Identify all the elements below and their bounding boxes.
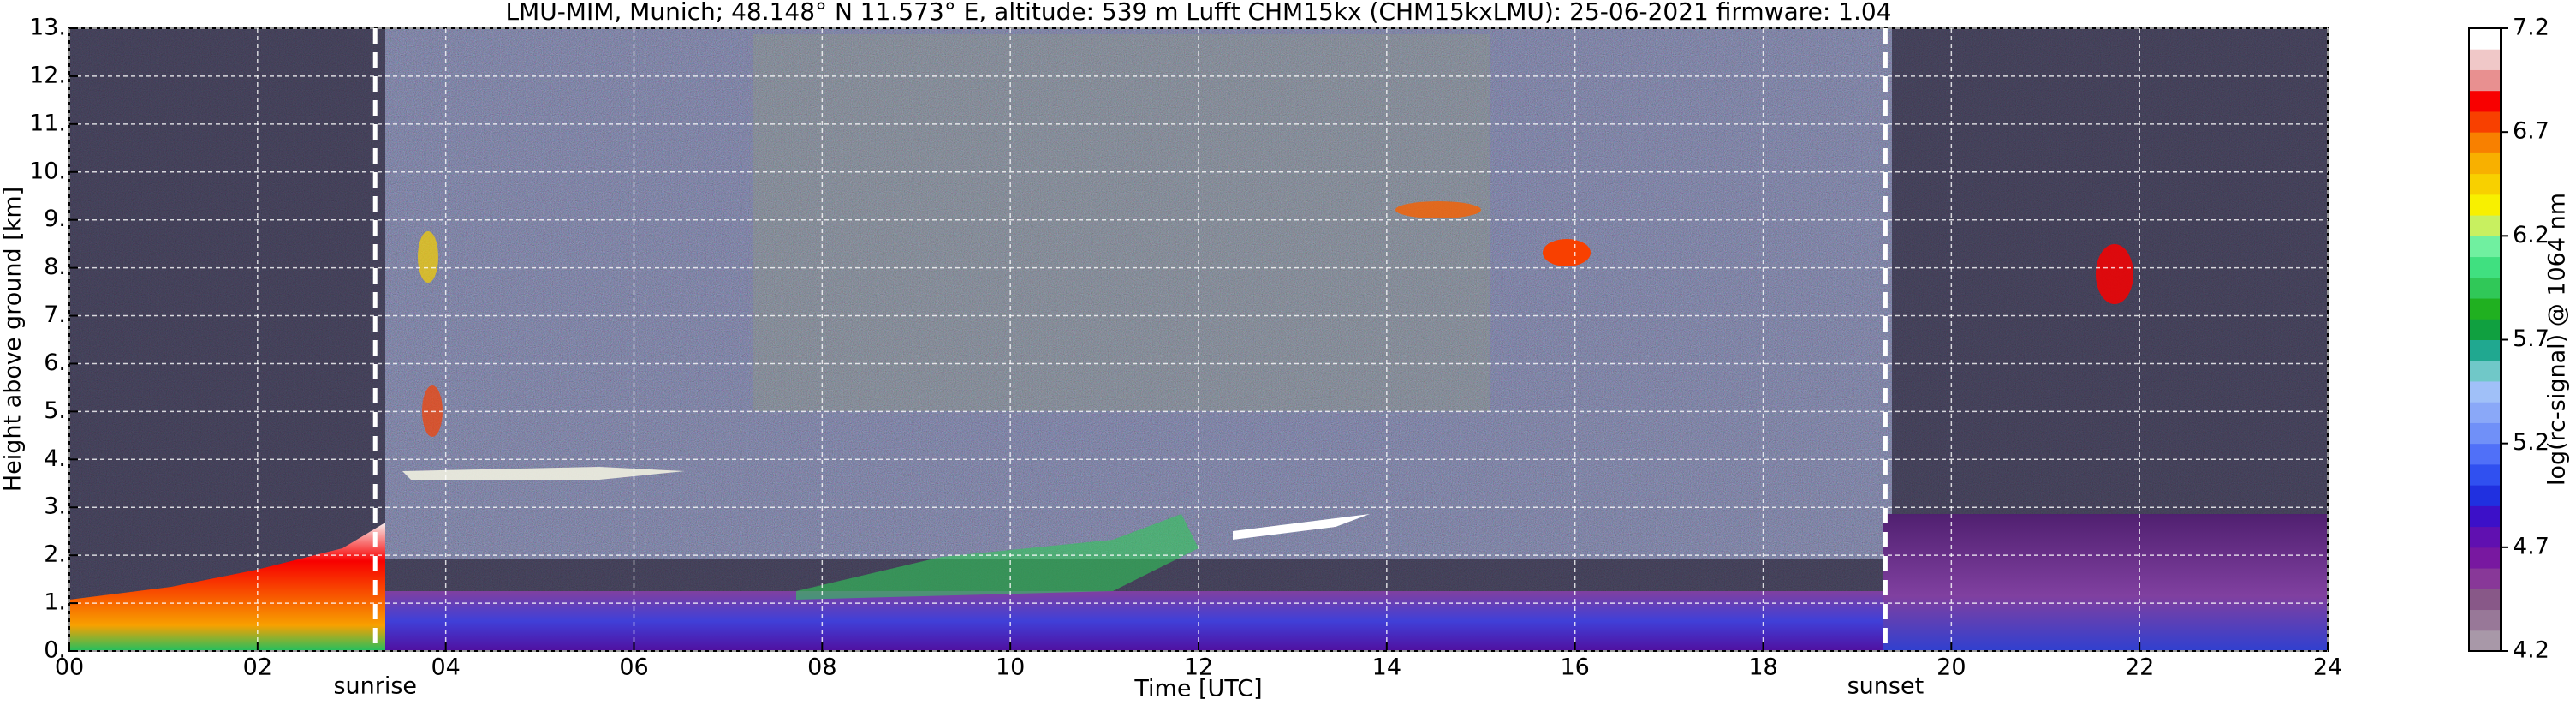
colorbar-tick-label: 6.2 [2513, 222, 2549, 248]
x-tick-label: 16 [1560, 654, 1589, 681]
colorbar-segment [2469, 339, 2501, 361]
colorbar-segment [2469, 422, 2501, 445]
colorbar-segment [2469, 360, 2501, 382]
x-tick-label: 18 [1748, 654, 1777, 681]
colorbar-segment [2469, 69, 2501, 92]
colorbar-segment [2469, 402, 2501, 423]
y-tick-label: 1. [44, 589, 66, 616]
x-tick-label: 14 [1372, 654, 1401, 681]
colorbar-segment [2469, 463, 2501, 486]
colorbar-segment [2469, 568, 2501, 589]
colorbar-segment [2469, 111, 2501, 133]
y-tick-label: 12. [29, 62, 66, 88]
colorbar-segment [2469, 505, 2501, 528]
colorbar-segment [2469, 152, 2501, 175]
colorbar-label: log(rc-signal) @ 1064 nm [2544, 193, 2571, 486]
x-axis-label: Time [UTC] [1133, 676, 1262, 702]
y-tick-label: 0. [44, 637, 66, 664]
y-tick-label: 6. [44, 350, 66, 376]
colorbar-tick-label: 5.7 [2513, 326, 2549, 352]
x-tick-label: 24 [2313, 654, 2342, 681]
colorbar-segment [2469, 319, 2501, 340]
x-tick-label: 10 [996, 654, 1025, 681]
x-tick-label: 12 [1184, 654, 1213, 681]
colorbar-segment [2469, 28, 2501, 50]
colorbar-tick-label: 4.2 [2513, 637, 2549, 664]
colorbar-segment [2469, 277, 2501, 299]
x-tick-label: 02 [243, 654, 272, 681]
colorbar-segment [2469, 526, 2501, 548]
x-tick-label: 22 [2125, 654, 2154, 681]
chart-title: LMU-MIM, Munich; 48.148° N 11.573° E, al… [505, 0, 1891, 26]
colorbar-segment [2469, 380, 2501, 403]
colorbar-segment [2469, 49, 2501, 70]
y-tick-label: 4. [44, 445, 66, 472]
colorbar-segment [2469, 485, 2501, 506]
colorbar-segment [2469, 173, 2501, 195]
colorbar-tick-label: 6.7 [2513, 118, 2549, 145]
y-tick-label: 11. [29, 110, 66, 136]
x-tick-label: 08 [807, 654, 836, 681]
colorbar-tick-label: 5.2 [2513, 429, 2549, 456]
y-tick-label: 5. [44, 397, 66, 424]
colorbar-segment [2469, 90, 2501, 112]
colorbar-segment [2469, 547, 2501, 569]
colorbar-segment [2469, 443, 2501, 465]
colorbar-segment [2469, 236, 2501, 258]
colorbar-segment [2469, 256, 2501, 278]
y-axis-label: Height above ground [km] [0, 187, 27, 492]
y-tick-label: 3. [44, 493, 66, 520]
annotation-label: sunrise [333, 673, 417, 700]
x-tick-label: 06 [619, 654, 648, 681]
colorbar-segment [2469, 298, 2501, 320]
colorbar-tick-label: 4.7 [2513, 533, 2549, 559]
colorbar-tick-label: 7.2 [2513, 15, 2549, 41]
x-tick-label: 04 [431, 654, 460, 681]
x-tick-label: 20 [1936, 654, 1966, 681]
colorbar-segment [2469, 630, 2501, 652]
annotation-label: sunset [1847, 673, 1925, 700]
y-tick-label: 8. [44, 254, 66, 280]
colorbar-segment [2469, 609, 2501, 631]
colorbar-segment [2469, 589, 2501, 611]
colorbar-segment [2469, 132, 2501, 153]
colorbar-segment [2469, 215, 2501, 236]
y-tick-label: 13. [29, 15, 66, 41]
y-tick-label: 2. [44, 541, 66, 568]
y-tick-label: 9. [44, 206, 66, 232]
y-tick-label: 10. [29, 158, 66, 184]
x-tick-label: 00 [55, 654, 84, 681]
y-tick-label: 7. [44, 302, 66, 328]
colorbar-segment [2469, 194, 2501, 216]
